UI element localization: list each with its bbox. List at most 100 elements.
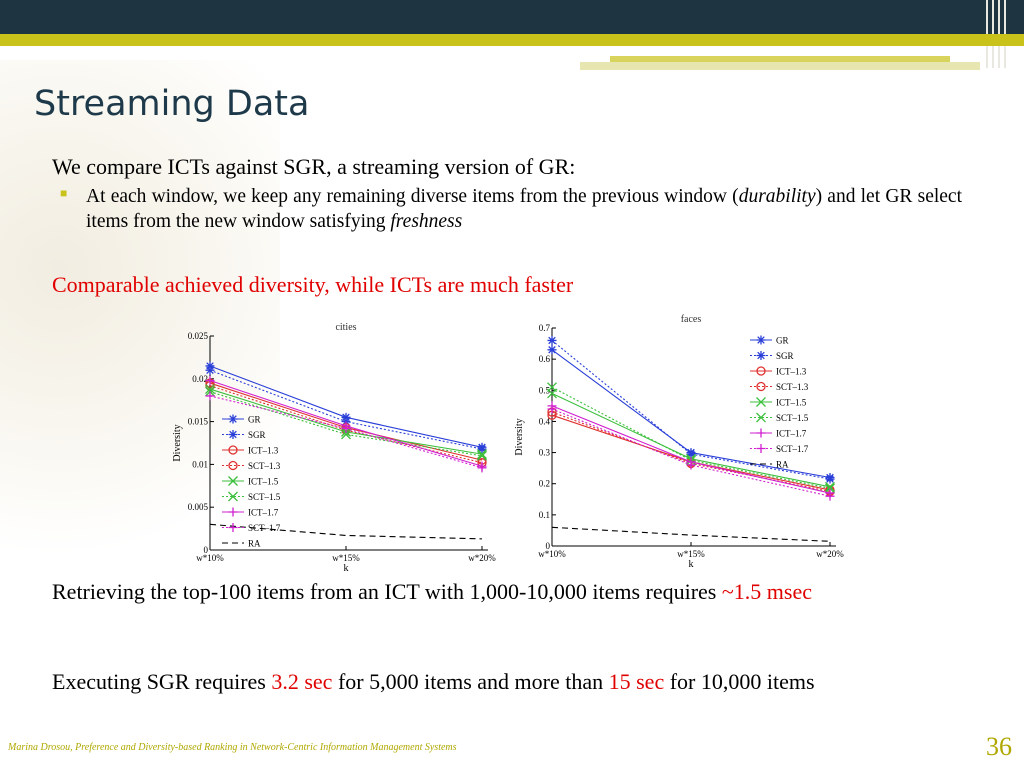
legend-marker [228,430,238,439]
legend-label: RA [776,460,789,470]
accent-band-light [580,62,980,70]
legend-marker [756,381,766,392]
legend-marker [756,444,766,453]
legend: GR SGR ICT–1.3 SCT–1.3 ICT–1.5 SCT–1.5 ICT–1.7… [750,335,809,470]
legend-label: ICT–1.3 [776,367,807,377]
legend-label: SCT–1.7 [776,444,809,454]
series-line [209,523,483,540]
accent-band [0,34,1024,46]
page-number: 36 [986,732,1012,761]
data-point [341,423,351,433]
legend-label: ICT–1.7 [776,429,807,439]
legend-marker [756,397,766,407]
data-point [547,404,557,414]
legend-marker [756,412,766,423]
x-tick-label: w*20% [816,549,844,559]
retrieve-text-body: Retrieving the top-100 items from an ICT… [52,579,722,604]
legend-label: ICT–1.7 [248,508,279,518]
legend-marker [756,428,766,438]
legend-label: SCT–1.3 [248,461,281,471]
legend-marker [756,351,766,360]
y-tick-label: 0.4 [539,416,551,426]
y-tick-label: 0.015 [188,417,209,427]
data-point [477,450,487,461]
y-tick-label: 0.6 [539,354,551,364]
exec-value-2: 15 sec [608,669,665,694]
y-tick-label: 0.7 [539,323,551,333]
data-point [825,483,835,494]
legend-marker [228,460,238,471]
y-axis-label: Diversity [172,424,183,461]
legend-marker [228,523,238,532]
y-tick-label: 0 [204,545,209,555]
series-sct-1-7 [205,391,487,473]
y-tick-label: 0.01 [192,459,208,469]
slide-title: Streaming Data [34,84,310,124]
data-point [341,429,351,440]
x-tick-label: w*20% [468,553,496,563]
y-tick-label: 0.1 [539,510,550,520]
y-tick-label: 0 [546,541,551,551]
series-line [209,385,483,464]
data-point [477,463,487,473]
y-tick-label: 0.02 [192,374,208,384]
x-tick-label: w*15% [332,553,360,563]
legend-label: RA [248,539,261,549]
data-point [547,382,557,393]
legend-label: SCT–1.3 [776,382,809,392]
bullet-text: At each window, we keep any remaining di… [86,184,962,234]
x-axis-label: k [689,559,694,570]
chart-cities: cities 0 0.005 0.01 0.015 0.02 0.025 w*10% w*15%… [172,322,496,574]
x-tick-label: w*15% [677,549,705,559]
bullet-square-icon: ■ [60,186,68,200]
data-point [686,460,696,470]
legend-label: SGR [776,351,794,361]
legend-marker [228,414,238,424]
legend-label: SGR [248,430,266,440]
x-tick-label: w*10% [196,553,224,563]
footer-text: Marina Drosou, Preference and Diversity-… [8,742,457,753]
durability-term: durability [738,186,816,207]
y-tick-label: 0.5 [539,385,551,395]
legend: GR SGR ICT–1.3 SCT–1.3 ICT–1.5 SCT–1.5 ICT–1.7… [222,414,281,549]
bullet-text-part1: At each window, we keep any remaining di… [86,186,739,207]
legend-marker [228,476,238,486]
retrieve-value: ~1.5 msec [721,579,812,604]
legend-marker [756,335,766,345]
legend-label: SCT–1.5 [776,413,809,423]
data-point [825,474,835,484]
exec-text-2: for 5,000 items and more than [332,669,609,694]
legend-marker [228,507,238,517]
x-axis-label: k [344,563,349,574]
data-point [205,391,215,401]
data-point [205,384,215,395]
data-point [205,365,215,375]
y-axis-label: Diversity [514,418,525,455]
retrieve-text: Retrieving the top-100 items from an ICT… [52,578,972,605]
legend-label: SCT–1.7 [248,523,281,533]
exec-text-3: for 10,000 items [664,669,815,694]
legend-marker [228,491,238,502]
legend-label: ICT–1.5 [248,477,279,487]
chart-title: cities [335,322,356,333]
y-tick-label: 0.025 [188,331,209,341]
data-point [825,491,835,501]
x-tick-label: w*10% [538,549,566,559]
legend-label: SCT–1.5 [248,492,281,502]
globe-watermark [0,60,280,580]
y-tick-label: 0.2 [539,479,550,489]
top-banner [0,0,1024,68]
data-point [547,335,557,345]
freshness-term: freshness [390,211,463,232]
exec-text: Executing SGR requires 3.2 sec for 5,000… [52,668,972,695]
exec-text-1: Executing SGR requires [52,669,272,694]
exec-value-1: 3.2 sec [271,669,333,694]
highlight-text: Comparable achieved diversity, while ICT… [52,272,574,297]
series-ra [209,523,483,540]
series-sct-1-7 [547,404,835,501]
y-tick-label: 0.005 [188,502,209,512]
series-sgr [205,365,487,454]
legend-label: GR [776,336,789,346]
series-line [551,340,831,480]
data-point [686,449,696,459]
